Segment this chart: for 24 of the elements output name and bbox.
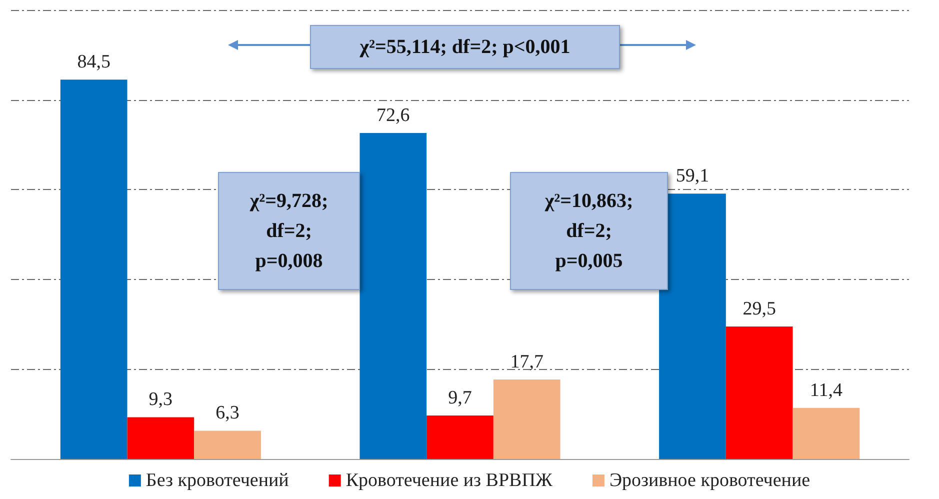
bar [726,326,793,459]
data-label: 84,5 [77,52,110,73]
legend-label: Без кровотечений [146,470,289,491]
bar [60,80,128,459]
data-label: 17,7 [510,352,544,373]
data-label: 9,7 [448,387,472,408]
legend-label: Эрозивное кровотечение [609,470,810,491]
data-label: 11,4 [810,380,843,401]
legend-label: Кровотечение из ВРВПЖ [346,470,554,491]
bar [792,408,860,459]
data-label: 29,5 [742,298,776,320]
text-box: χ²=9,728; df=2; p=0,008 [218,172,360,290]
data-label: 59,1 [676,166,710,187]
bar [493,380,560,459]
data-label: 72,6 [376,105,410,126]
bar [360,133,427,459]
bar [127,417,194,459]
data-label: 6,3 [216,402,240,424]
bar [659,194,726,459]
bar [426,415,494,459]
text-box: χ²=55,114; df=2; p<0,001 [310,25,620,69]
text-box: χ²=10,863; df=2; p=0,005 [510,172,668,290]
data-label: 9,3 [148,389,173,410]
bar [194,430,261,459]
